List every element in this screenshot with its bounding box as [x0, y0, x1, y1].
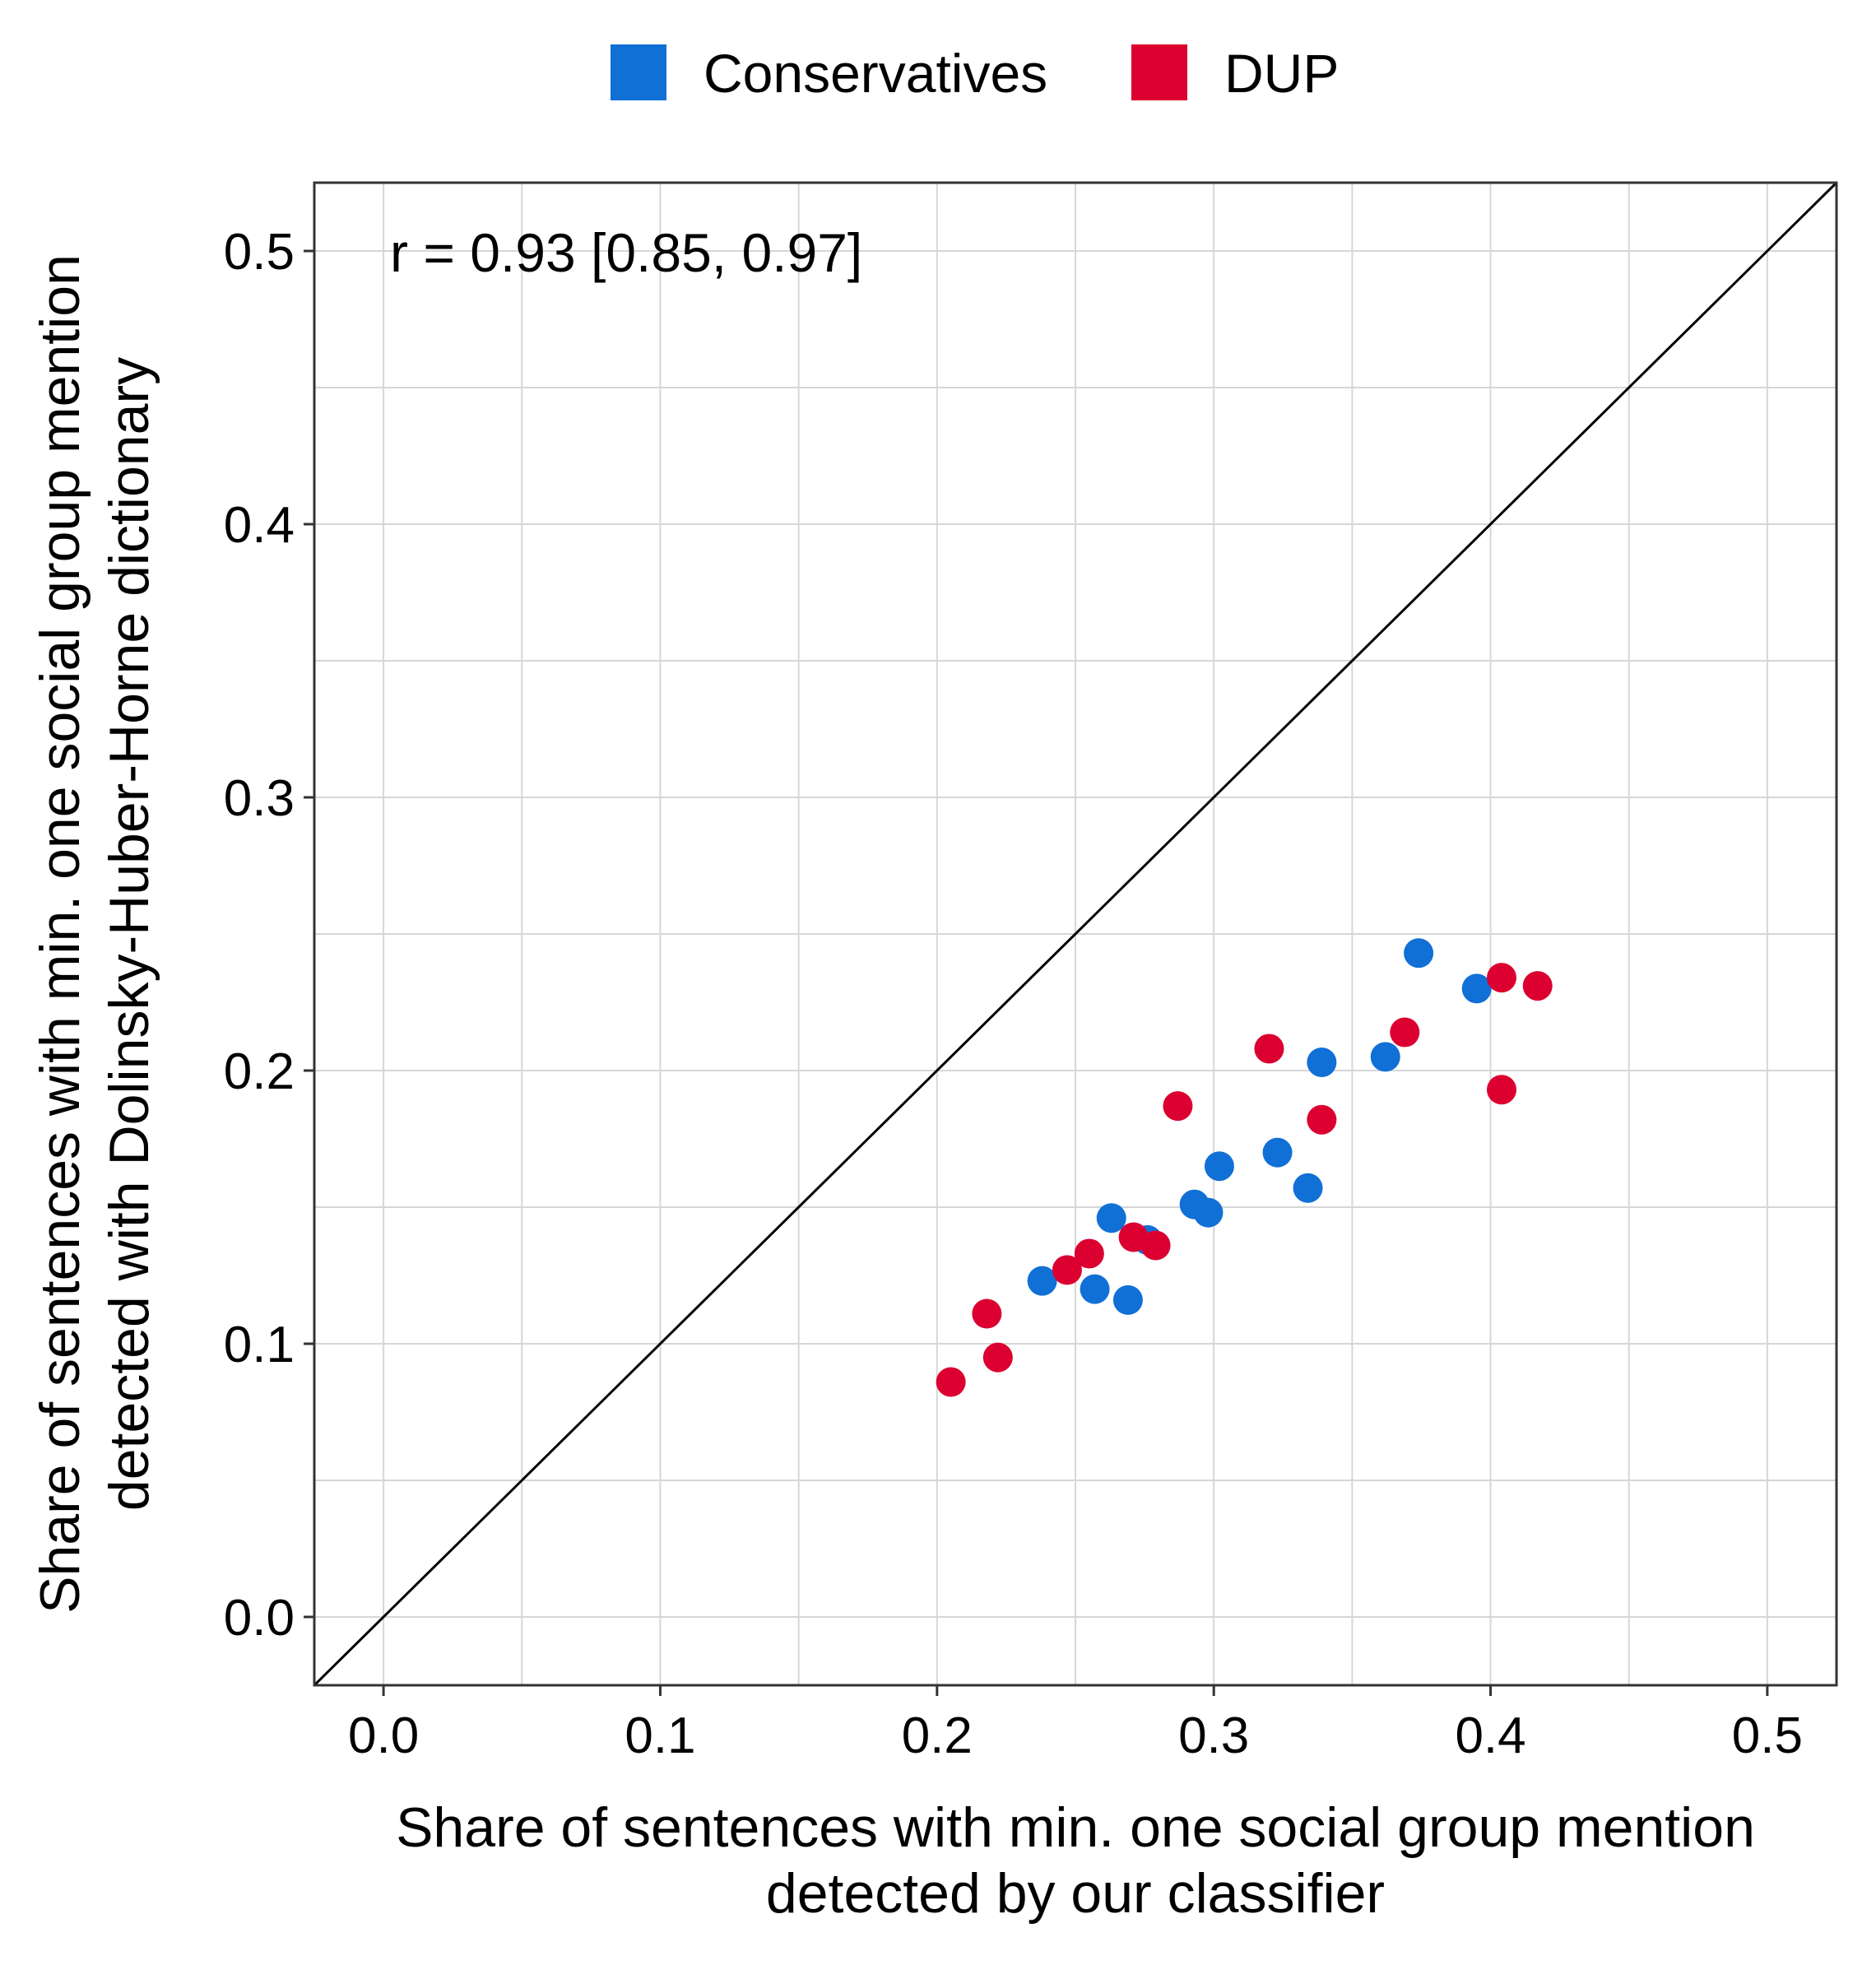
x-axis-title-line: detected by our classifier [766, 1862, 1385, 1925]
y-tick-label: 0.4 [224, 497, 295, 554]
legend-label-conservatives: Conservatives [704, 43, 1047, 104]
data-point-conservatives [1293, 1173, 1323, 1203]
data-point-dup [1052, 1255, 1082, 1285]
x-tick-label: 0.2 [902, 1707, 973, 1764]
data-point-conservatives [1461, 973, 1492, 1004]
y-axis-title: Share of sentences with min. one social … [29, 254, 160, 1614]
data-point-dup [982, 1342, 1013, 1373]
data-point-dup [972, 1298, 1002, 1329]
data-point-conservatives [1112, 1284, 1143, 1315]
y-tick-label: 0.2 [224, 1043, 295, 1100]
y-axis-title-line: Share of sentences with min. one social … [29, 254, 91, 1614]
legend-key-dup [1131, 44, 1187, 100]
x-axis-title-line: Share of sentences with min. one social … [396, 1796, 1755, 1859]
data-point-conservatives [1096, 1203, 1126, 1233]
plot-panel-border [313, 181, 1838, 1687]
data-point-conservatives [1370, 1042, 1400, 1072]
data-point-dup [1074, 1238, 1104, 1269]
data-point-conservatives [1204, 1151, 1234, 1182]
data-point-dup [1140, 1230, 1171, 1261]
data-point-dup [1487, 963, 1516, 993]
data-point-dup [1307, 1104, 1337, 1135]
y-tick-label: 0.5 [224, 224, 295, 281]
data-point-dup [1390, 1017, 1420, 1048]
x-tick-label: 0.1 [625, 1707, 695, 1764]
y-axis-title-line: detected with Dolinsky-Huber-Horne dicti… [98, 357, 160, 1511]
y-tick-label: 0.1 [224, 1317, 295, 1373]
data-point-conservatives [1404, 938, 1434, 969]
legend-key-conservatives [611, 44, 666, 100]
data-point-conservatives [1193, 1197, 1224, 1228]
data-point-conservatives [1307, 1048, 1337, 1078]
y-tick-label: 0.3 [224, 770, 295, 827]
axis-ticks: 0.0 0.1 0.2 0.3 0.4 0.5 0.0 0.1 0.2 0.3 0.4 0.5 [224, 224, 1803, 1764]
x-tick-label: 0.5 [1732, 1707, 1803, 1764]
data-point-conservatives [1262, 1137, 1293, 1168]
y-tick-label: 0.0 [224, 1590, 295, 1647]
data-point-dup [1163, 1091, 1193, 1122]
identity-reference-line [313, 181, 1838, 1687]
x-axis-title: Share of sentences with min. one social … [396, 1796, 1755, 1925]
data-point-dup [936, 1367, 966, 1397]
reference-line-group [313, 181, 1838, 1687]
x-tick-label: 0.3 [1178, 1707, 1249, 1764]
data-point-dup [1487, 1075, 1516, 1105]
legend: Conservatives DUP [611, 43, 1339, 104]
data-point-conservatives [1027, 1266, 1057, 1296]
correlation-annotation: r = 0.93 [0.85, 0.97] [390, 222, 862, 283]
legend-label-dup: DUP [1224, 43, 1339, 104]
data-point-dup [1254, 1034, 1284, 1064]
data-point-conservatives [1080, 1274, 1110, 1304]
data-points [936, 938, 1553, 1397]
x-tick-label: 0.0 [348, 1707, 419, 1764]
x-tick-label: 0.4 [1455, 1707, 1525, 1764]
data-point-dup [1522, 971, 1553, 1001]
